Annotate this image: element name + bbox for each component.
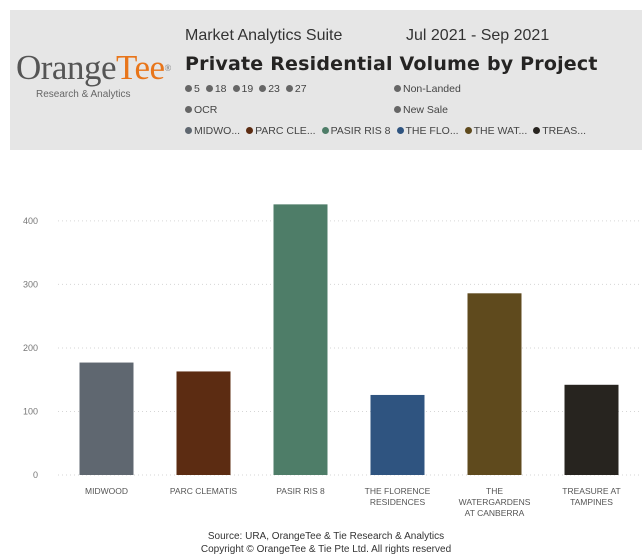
legend-dot-icon [394,85,401,92]
legend-dot-icon [205,85,213,92]
x-tick-label: PARC CLEMATIS [170,486,238,496]
y-tick-label: 300 [23,279,38,289]
legend-dot-icon [185,85,192,92]
chart-title: Private Residential Volume by Project [185,53,598,75]
district-filter-item[interactable]: 5 [185,83,200,95]
legend-dot-icon [321,127,329,134]
x-tick-label: THE FLORENCE [365,486,431,496]
legend-label: PASIR RIS 8 [330,125,391,137]
legend-label: THE FLO... [405,125,459,137]
copyright-note: Copyright © OrangeTee & Tie Pte Ltd. All… [200,544,452,555]
orangetee-logo: OrangeTee® Research & Analytics [16,50,186,101]
suite-name: Market Analytics Suite [185,27,343,44]
x-tick-label: AT CANBERRA [465,508,525,518]
x-tick-label: THE [486,486,503,496]
bar [564,384,619,475]
region-filter[interactable]: OCR [185,104,223,116]
bar [79,362,134,475]
project-legend[interactable]: MIDWO... PARC CLE... PASIR RIS 8 THE FLO...… [185,125,592,137]
logo-orange-text: Orange [16,48,117,87]
bar [467,293,522,475]
logo-subtitle: Research & Analytics [36,89,131,100]
logo-tee-text: Tee [116,48,165,87]
y-tick-label: 200 [23,343,38,353]
district-filter-item[interactable]: 19 [232,83,254,95]
legend-item[interactable]: PASIR RIS 8 [321,125,391,137]
x-tick-label: TREASURE AT [562,486,620,496]
bar-chart: 0 100 200 300 400 MIDWOOD PARC CLEMATIS PASIR R… [23,204,640,518]
legend-dot-icon [285,85,293,92]
district-filter-label: 18 [214,83,227,95]
legend-dot-icon [246,127,254,134]
district-filter[interactable]: 5 18 19 23 27 [185,83,313,95]
source-note: Source: URA, OrangeTee & Tie Research & … [207,531,445,542]
district-filter-label: 27 [294,83,307,95]
bar [176,371,231,475]
x-tick-label: RESIDENCES [370,497,426,507]
legend-item[interactable]: THE FLO... [396,125,459,137]
property-type-filter-item[interactable]: Non-Landed [394,83,461,95]
region-filter-label: OCR [194,104,218,116]
legend-item[interactable]: PARC CLE... [246,125,316,137]
legend-item[interactable]: THE WAT... [464,125,528,137]
x-tick-label: PASIR RIS 8 [276,486,325,496]
logo-registered-mark: ® [164,63,172,73]
legend-dot-icon [394,106,401,113]
legend-label: MIDWO... [194,125,241,137]
district-filter-item[interactable]: 27 [285,83,307,95]
bar [273,204,328,476]
y-tick-label: 0 [33,470,38,480]
legend-dot-icon [232,85,240,92]
legend-dot-icon [533,127,541,134]
legend-dot-icon [259,85,267,92]
property-type-filter[interactable]: Non-Landed [394,83,467,95]
legend-label: THE WAT... [473,125,528,137]
report-page: OrangeTee® Research & Analytics Market A… [10,10,642,557]
legend-label: TREAS... [542,125,587,137]
legend-dot-icon [185,127,192,134]
logo-wordmark: OrangeTee® [16,50,186,86]
x-tick-label: TAMPINES [570,497,613,507]
legend-dot-icon [185,106,192,113]
district-filter-item[interactable]: 23 [259,83,280,95]
y-tick-label: 400 [23,216,38,226]
district-filter-item[interactable]: 18 [205,83,227,95]
district-filter-label: 5 [194,83,200,95]
x-tick-label: MIDWOOD [85,486,128,496]
sale-type-filter-label: New Sale [403,104,448,116]
sale-type-filter-item[interactable]: New Sale [394,104,448,116]
sale-type-filter[interactable]: New Sale [394,104,454,116]
legend-label: PARC CLE... [255,125,316,137]
district-filter-label: 19 [241,83,254,95]
legend-dot-icon [464,127,472,134]
report-header: OrangeTee® Research & Analytics Market A… [10,10,642,150]
region-filter-item[interactable]: OCR [185,104,217,116]
legend-dot-icon [396,127,404,134]
district-filter-label: 23 [268,83,280,95]
x-tick-label: WATERGARDENS [459,497,531,507]
legend-item[interactable]: MIDWO... [185,125,240,137]
bar [370,394,425,475]
y-tick-label: 100 [23,406,38,416]
period-label: Jul 2021 - Sep 2021 [406,27,550,44]
property-type-filter-label: Non-Landed [403,83,461,95]
legend-item[interactable]: TREAS... [533,125,586,137]
